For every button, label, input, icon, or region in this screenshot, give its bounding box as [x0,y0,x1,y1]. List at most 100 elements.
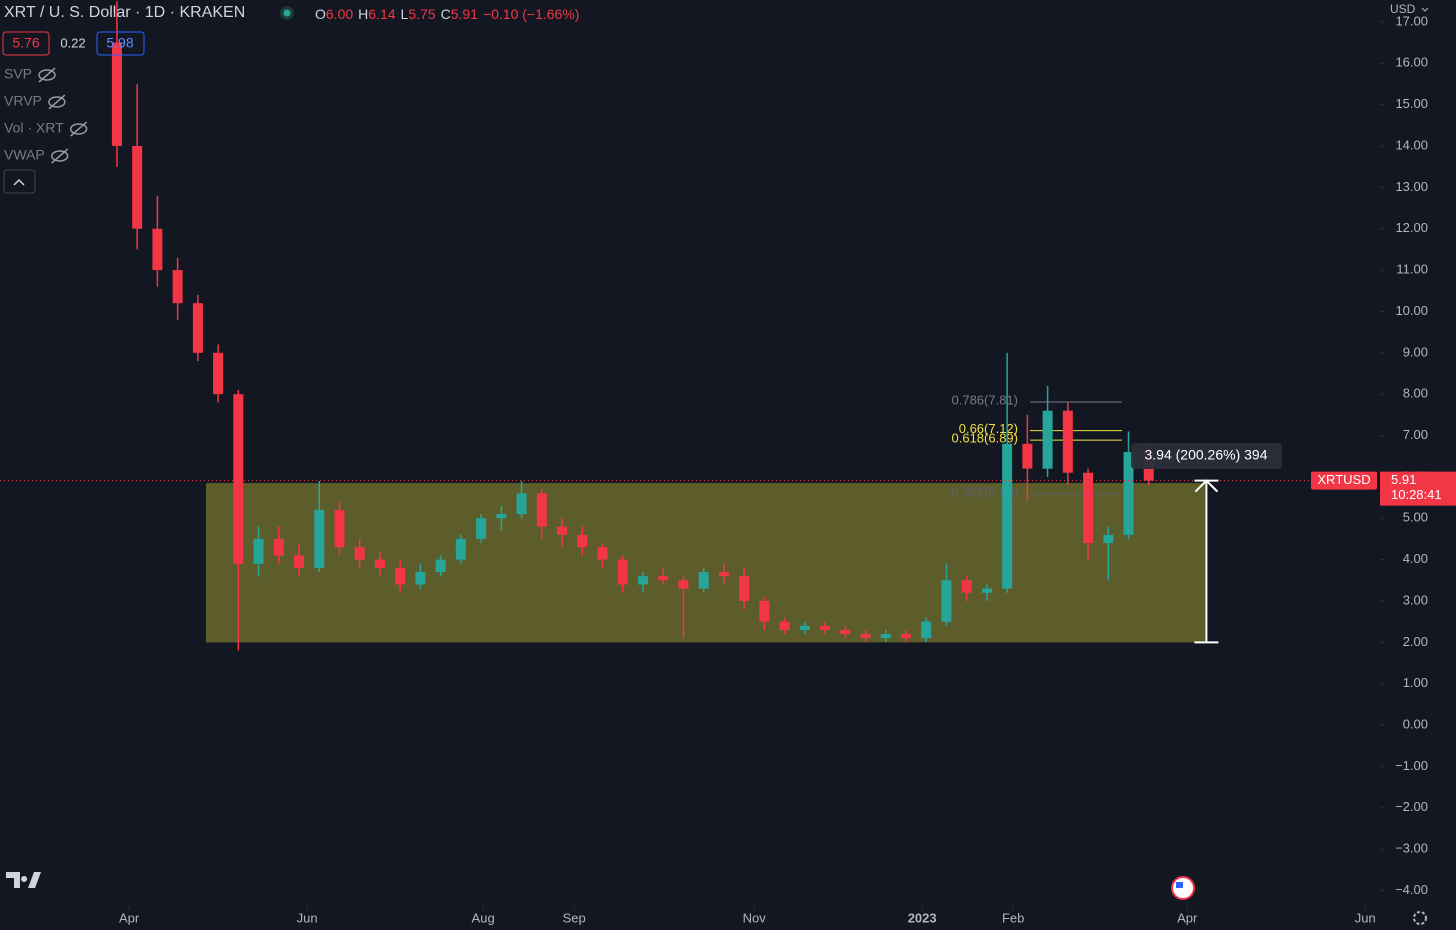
candle-body [1002,443,1013,589]
measure-arrow [1194,479,1219,493]
ohlc-key: O [315,6,326,22]
candle-body [1103,534,1114,544]
candle-body [536,493,547,527]
flag-canton [1176,882,1183,888]
x-tick-label: Aug [472,910,495,925]
measure-label: 3.94 (200.26%) 394 [1145,447,1268,463]
y-tick-label: 0.00 [1403,717,1428,732]
settings-icon [1413,911,1427,925]
candle-body [294,555,305,568]
y-tick-label: 1.00 [1403,675,1428,690]
range-box [205,483,1206,643]
price-tag [1380,471,1456,506]
candle-body [820,625,831,630]
candle-body [496,514,507,519]
candle-body [132,146,143,229]
candle-body [1083,472,1094,544]
y-tick-label: −4.00 [1395,882,1428,897]
x-tick-label: Nov [743,910,767,925]
indicator: VWAP [4,147,45,163]
ohlc: O6.00 H6.14 L5.75 C5.91 −0.10 (−1.66%) [315,6,579,22]
indicator: Vol · XRT [4,120,64,136]
collapse-button [3,169,36,194]
candle-body [1123,452,1134,535]
y-tick-label: 17.00 [1395,13,1428,28]
y-tick-label: 7.00 [1403,427,1428,442]
hidden-icon-slash [48,94,66,110]
candle-body [152,228,163,271]
candle-body [516,493,527,515]
candle-body [172,270,183,304]
y-tick-label: 8.00 [1403,386,1428,401]
hidden-icon [69,123,88,135]
currency: USD [1390,2,1416,16]
x-tick-label: Sep [563,910,586,925]
candle-body [334,509,345,548]
y-tick-label: 14.00 [1395,137,1428,152]
ohlc-value: 6.00 [326,6,353,22]
x-tick-label: Apr [119,910,140,925]
y-tick-label: −3.00 [1395,841,1428,856]
candle-body [192,303,203,353]
candle-body [799,625,810,630]
y-tick-label: 10.00 [1395,303,1428,318]
fib-label: 0.66(7.12) [959,421,1018,436]
candle-body [860,634,871,639]
symbol-tag-text: XRTUSD [1317,472,1370,487]
candle-body [900,634,911,639]
hidden-icon-slash [51,148,69,164]
x-tick-label: 2023 [908,910,937,925]
ohlc-key: C [441,6,451,22]
x-tick-label: Jun [297,910,318,925]
currency-caret [1421,7,1429,12]
y-tick-label: 16.00 [1395,55,1428,70]
x-tick-label: Jun [1355,910,1376,925]
candle-body [314,509,325,568]
candle-body [1022,443,1033,469]
candle-body [698,572,709,589]
candle-body [577,534,588,548]
hidden-icon [50,150,69,162]
candle-body [395,567,406,585]
candle-body [557,526,568,535]
candle-body [111,42,122,147]
candle-body [253,538,264,564]
candle-body [759,600,770,622]
x-tick-label: Apr [1177,910,1198,925]
ohlc-value: 5.75 [408,6,435,22]
y-tick-label: 3.00 [1403,592,1428,607]
candle-body [476,518,487,539]
candle-body [415,572,426,585]
candle-body [617,559,628,585]
fib-label: 0.786(7.81) [952,392,1019,407]
candle-body [233,394,244,564]
hidden-icon [48,96,66,108]
candle-body [880,634,891,639]
y-tick-label: 4.00 [1403,551,1428,566]
price-tag-value: 5.91 [1391,472,1416,487]
candle-body [718,572,729,577]
ask-box [96,31,145,56]
candle-body [354,547,365,560]
candle-body [739,576,750,601]
y-tick-label: −1.00 [1395,758,1428,773]
measure-box [1131,443,1282,469]
candle-body [435,559,446,573]
candle-body [678,580,689,589]
bid-box [2,31,50,56]
y-tick-label: 11.00 [1396,262,1428,277]
y-tick-label: −2.00 [1395,799,1428,814]
indicator: SVP [4,66,32,82]
candle-body [779,621,790,630]
price-tag-countdown: 10:28:41 [1391,487,1442,502]
x-tick-label: Feb [1002,910,1024,925]
y-tick-label: 15.00 [1395,96,1428,111]
y-tick-label: 13.00 [1395,179,1428,194]
fib-label: 0.618(6.89) [952,431,1019,446]
y-tick-label: 2.00 [1403,634,1428,649]
y-tick-label: 12.00 [1395,220,1428,235]
ohlc-key: H [358,6,368,22]
candle-body [374,559,385,568]
